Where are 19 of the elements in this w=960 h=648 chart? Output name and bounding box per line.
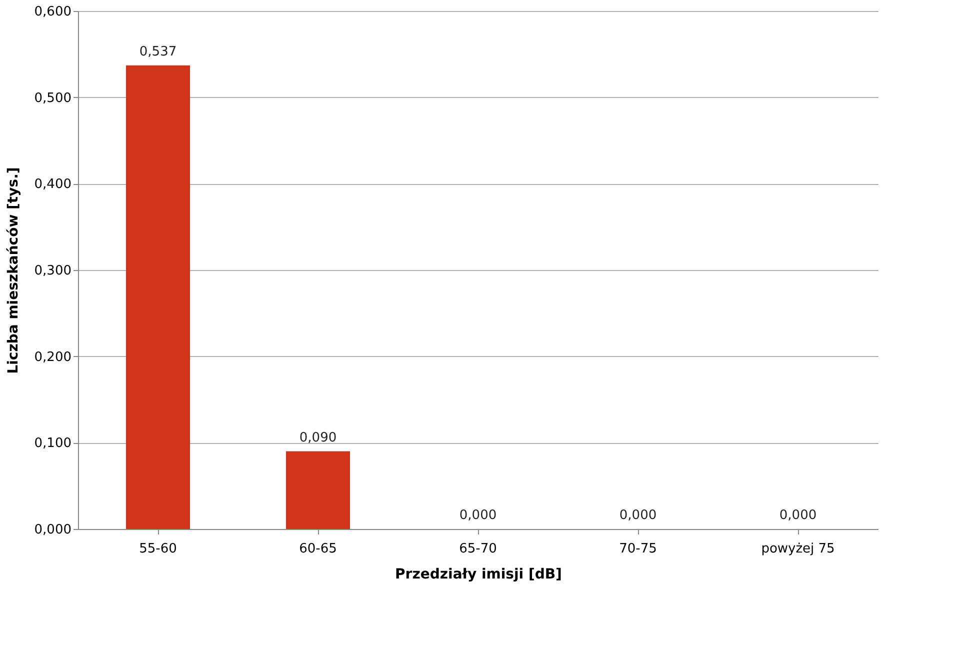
y-tick-label: 0,500 [34,90,72,106]
y-tick-label: 0,000 [34,522,72,538]
y-tick-label: 0,600 [34,4,72,20]
data-label: 0,000 [459,508,497,523]
x-axis-title: Przedziały imisji [dB] [395,566,562,582]
x-tick-label: powyżej 75 [761,542,835,556]
x-tick-label: 65-70 [459,542,497,556]
data-label: 0,537 [139,44,177,60]
x-tick-label: 60-65 [299,542,337,556]
x-tick-label: 70-75 [619,542,657,556]
y-tick-label: 0,300 [34,264,72,278]
x-tick-label: 55-60 [139,542,177,556]
y-tick-label: 0,200 [34,350,72,365]
data-label: 0,090 [299,430,337,446]
y-tick-label: 0,100 [34,436,72,452]
y-axis-title: Liczba mieszkańców [tys.] [5,167,22,374]
data-label: 0,000 [779,508,817,523]
y-tick-label: 0,400 [34,177,72,192]
data-label: 0,000 [619,508,657,523]
